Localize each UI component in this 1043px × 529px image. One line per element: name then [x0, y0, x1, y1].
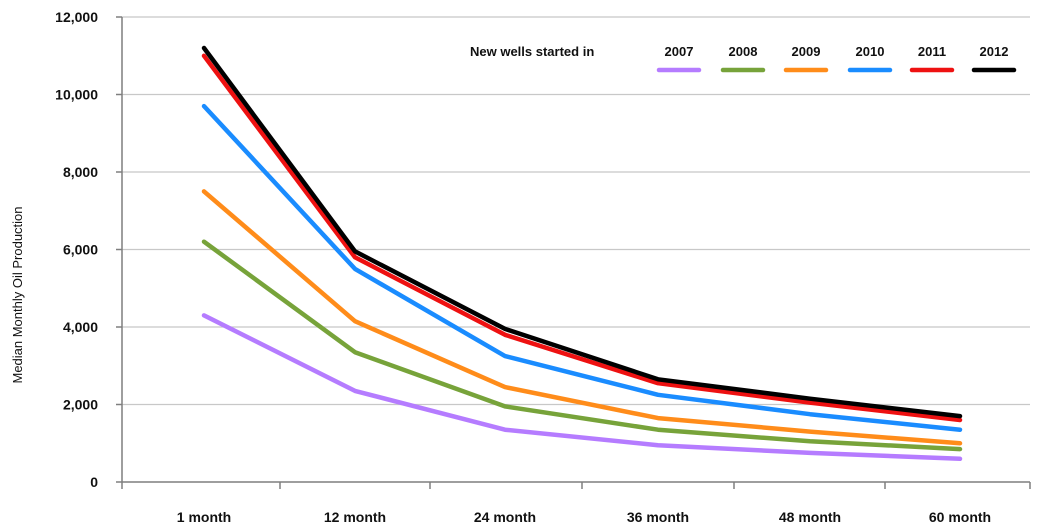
y-tick-label: 2,000 — [63, 397, 98, 413]
series-line-2009 — [201, 189, 963, 446]
y-tick-label: 10,000 — [55, 87, 98, 103]
x-tick-label: 60 month — [929, 509, 991, 525]
legend: New wells started in 2007 2008 2009 2010 201… — [470, 44, 1017, 73]
x-tick-label: 24 month — [474, 509, 536, 525]
series-line-2010 — [201, 103, 963, 432]
gridlines — [122, 16, 1030, 406]
legend-label-2012: 2012 — [980, 44, 1009, 59]
x-tick-label: 1 month — [177, 509, 231, 525]
x-tick-label: 48 month — [779, 509, 841, 525]
x-tick-label: 12 month — [324, 509, 386, 525]
series-lines — [201, 45, 963, 462]
y-tick-labels: 0 2,000 4,000 6,000 8,000 10,000 12,000 — [55, 9, 98, 490]
legend-label-2010: 2010 — [856, 44, 885, 59]
y-tick-label: 12,000 — [55, 9, 98, 25]
y-axis-label: Median Monthly Oil Production — [10, 206, 25, 383]
series-line-2012 — [201, 45, 963, 419]
x-tick-label: 36 month — [627, 509, 689, 525]
series-line-2011 — [201, 53, 963, 423]
y-tick-label: 0 — [90, 474, 98, 490]
legend-title: New wells started in — [470, 44, 594, 59]
series-line-2008 — [201, 239, 963, 452]
legend-label-2011: 2011 — [918, 44, 946, 59]
y-tick-label: 6,000 — [63, 242, 98, 258]
axes — [116, 16, 1031, 489]
legend-label-2007: 2007 — [665, 44, 694, 59]
legend-label-2009: 2009 — [792, 44, 821, 59]
y-tick-label: 8,000 — [63, 164, 98, 180]
x-tick-labels: 1 month 12 month 24 month 36 month 48 month 6… — [177, 509, 991, 525]
y-tick-label: 4,000 — [63, 319, 98, 335]
series-line-2007 — [201, 313, 963, 462]
legend-label-2008: 2008 — [729, 44, 758, 59]
